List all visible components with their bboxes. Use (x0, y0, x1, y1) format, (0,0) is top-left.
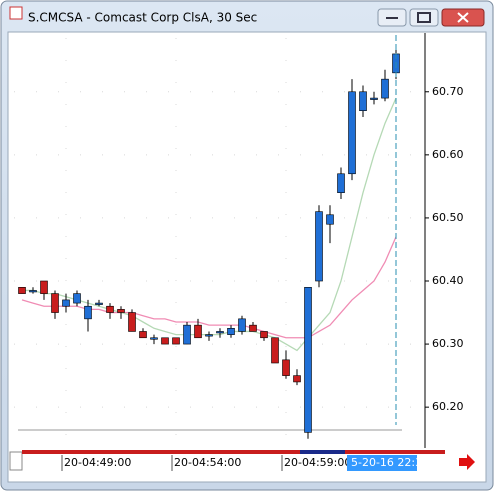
candle-body (381, 78, 389, 99)
candle-body (271, 337, 279, 364)
candle-body (260, 331, 268, 339)
minimize-icon (386, 17, 398, 19)
app-icon (9, 6, 23, 20)
candle-body (40, 280, 48, 294)
candle-body (106, 305, 114, 313)
client-area (7, 31, 487, 483)
scroll-arrow[interactable] (459, 454, 475, 470)
maximize-icon (417, 12, 431, 23)
candle-body (216, 331, 224, 334)
candle-body (18, 287, 26, 294)
candle-body (172, 337, 180, 345)
scroll-track[interactable] (22, 450, 445, 454)
scroll-thumb[interactable] (300, 450, 345, 454)
candle-body (315, 211, 323, 282)
y-tick-label: 60.20 (432, 400, 464, 413)
x-tick-label: 20-04:54:00 (174, 456, 241, 469)
candle-body (183, 324, 191, 345)
candle-body (249, 324, 257, 332)
maximize-button[interactable] (409, 8, 439, 27)
candle-body (326, 214, 334, 225)
cursor-label-box (347, 455, 417, 471)
candle-body (194, 324, 202, 339)
candle-body (205, 334, 213, 337)
candle-body (370, 97, 378, 100)
candle-body (227, 328, 235, 335)
x-tick-label: 20-04:59:00 (284, 456, 351, 469)
candle-body (359, 91, 367, 111)
candle-body (51, 293, 59, 313)
candle-body (304, 287, 312, 433)
y-tick-label: 60.70 (432, 85, 464, 98)
cursor-label: 5-20-16 22:34:00 (351, 456, 447, 469)
candle-body (29, 290, 37, 293)
scroll-box[interactable] (9, 451, 23, 471)
candle-body (62, 299, 70, 307)
candle-body (238, 318, 246, 332)
candle-body (95, 302, 103, 305)
candle-body (161, 337, 169, 345)
candle-body (73, 293, 81, 304)
close-icon (457, 12, 469, 23)
x-tick-label: 20-04:49:00 (64, 456, 131, 469)
candle-body (337, 173, 345, 193)
candle-body (282, 359, 290, 376)
candle-body (150, 337, 158, 340)
y-tick-label: 60.40 (432, 274, 464, 287)
window-title: S.CMCSA - Comcast Corp ClsA, 30 Sec (28, 11, 257, 25)
candle-body (139, 331, 147, 339)
y-tick-label: 60.30 (432, 337, 464, 350)
y-tick-label: 60.50 (432, 211, 464, 224)
candle-body (128, 312, 136, 332)
candle-body (84, 305, 92, 320)
y-tick-label: 60.60 (432, 148, 464, 161)
candle-body (293, 375, 301, 383)
candle-body (117, 309, 125, 313)
candle-body (348, 91, 356, 175)
